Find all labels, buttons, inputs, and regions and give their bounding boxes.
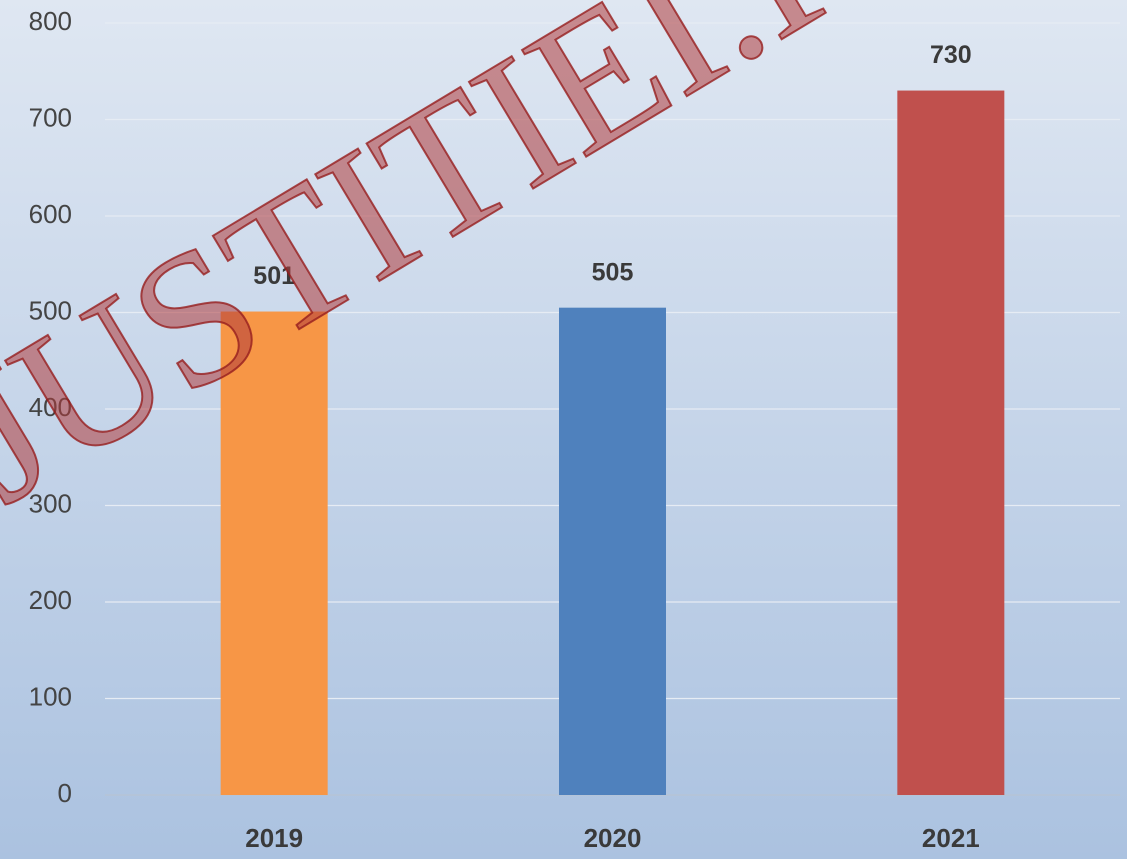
x-tick-label: 2020 — [584, 823, 642, 853]
value-label: 501 — [253, 262, 295, 290]
bar — [220, 311, 328, 795]
bar — [897, 90, 1005, 796]
y-tick-label: 800 — [29, 6, 72, 36]
bar — [559, 307, 666, 795]
x-tick-label: 2021 — [922, 823, 980, 853]
y-tick-label: 400 — [29, 392, 72, 422]
y-tick-label: 100 — [29, 681, 72, 711]
y-tick-label: 300 — [29, 488, 72, 518]
value-label: 730 — [930, 41, 972, 69]
y-tick-label: 200 — [29, 585, 72, 615]
value-label: 505 — [592, 258, 634, 286]
x-tick-label: 2019 — [245, 823, 303, 853]
plot-area: 0 100 200 300 400 500 600 700 800 2019 501 2020 505 2… — [29, 6, 1120, 853]
y-tick-label: 0 — [58, 778, 72, 808]
y-tick-label: 600 — [29, 199, 72, 229]
y-tick-label: 700 — [29, 102, 72, 132]
y-tick-label: 500 — [29, 295, 72, 325]
